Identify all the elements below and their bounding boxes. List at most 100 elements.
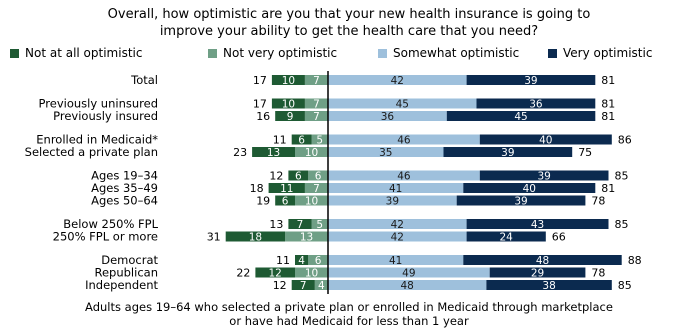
row-label: Ages 35–49: [91, 181, 158, 195]
legend-label-somewhat: Somewhat optimistic: [393, 46, 520, 60]
bar-label-not-at-all: 4: [298, 255, 305, 267]
bar-very: [479, 170, 609, 181]
row-label: Ages 19–34: [91, 169, 158, 183]
bar-label-not-very: 10: [305, 196, 318, 208]
bar-somewhat: [328, 75, 467, 85]
bar-label-very: 39: [537, 171, 550, 183]
pos-total-label: 85: [615, 170, 629, 183]
bar-label-not-very: 13: [300, 232, 313, 244]
bar-not-very: [304, 183, 328, 193]
row-label: Independent: [85, 278, 158, 292]
bar-label-somewhat: 42: [391, 75, 404, 87]
neg-total-label: 12: [273, 279, 287, 292]
bar-not-very: [295, 267, 328, 278]
bar-very: [489, 267, 586, 278]
neg-total-label: 11: [276, 254, 290, 267]
legend-item-not-very: Not very optimistic: [208, 46, 337, 60]
row-label: Republican: [95, 266, 159, 280]
bar-very: [456, 195, 586, 206]
bar-label-somewhat: 41: [389, 183, 402, 195]
bar-somewhat: [328, 111, 447, 121]
neg-total-label: 23: [233, 146, 247, 159]
row-label: Below 250% FPL: [63, 217, 158, 231]
legend-swatch-not-very: [208, 48, 217, 58]
bar-label-somewhat: 36: [381, 111, 395, 123]
row-label: 250% FPL or more: [53, 230, 158, 244]
bar-label-somewhat: 49: [402, 268, 415, 280]
pos-total-label: 85: [618, 279, 632, 292]
pos-total-label: 81: [601, 182, 615, 195]
bar-somewhat: [328, 134, 480, 145]
bar-label-not-at-all: 7: [297, 219, 304, 231]
bar-very: [463, 255, 622, 265]
bar-label-somewhat: 42: [391, 219, 404, 231]
neg-total-label: 17: [253, 98, 267, 111]
pos-total-label: 66: [552, 231, 566, 244]
bar-not-at-all: [295, 255, 309, 265]
bar-not-at-all: [291, 280, 315, 290]
pos-total-label: 85: [615, 218, 629, 231]
bar-label-not-very: 4: [318, 280, 325, 292]
neg-total-label: 11: [273, 134, 287, 147]
legend-label-very: Very optimistic: [563, 46, 653, 60]
bar-very: [479, 134, 612, 145]
bar-label-very: 40: [539, 135, 552, 147]
bar-label-not-at-all: 6: [298, 135, 305, 147]
legend-swatch-somewhat: [378, 48, 387, 58]
chart-title-line-2: improve your ability to get the health c…: [159, 24, 539, 39]
row-label: Total: [130, 73, 158, 87]
bar-label-very: 39: [501, 147, 514, 159]
bar-not-very: [285, 231, 328, 242]
neg-total-label: 19: [256, 195, 270, 208]
legend-label-not-at-all: Not at all optimistic: [25, 46, 143, 60]
row-label: Previously insured: [53, 109, 158, 123]
bar-label-very: 39: [514, 196, 527, 208]
legend-swatch-very: [548, 48, 557, 58]
bar-very: [443, 147, 573, 157]
bar-label-not-very: 5: [316, 135, 323, 147]
bar-label-very: 40: [523, 183, 536, 195]
bar-not-very: [311, 134, 328, 145]
bar-label-not-very: 7: [313, 111, 320, 123]
bar-somewhat: [328, 267, 490, 278]
bar-very: [476, 98, 596, 109]
chart-footnote: Adults ages 19–64 who selected a private…: [0, 300, 698, 328]
bar-not-very: [295, 195, 328, 206]
chart-title: Overall, how optimistic are you that you…: [0, 6, 698, 40]
bar-somewhat: [328, 147, 444, 157]
bar-label-not-at-all: 11: [280, 183, 293, 195]
bar-somewhat: [328, 170, 480, 181]
bar-label-very: 29: [531, 268, 544, 280]
bar-label-not-at-all: 9: [287, 111, 294, 123]
row-label: Selected a private plan: [25, 145, 158, 159]
bar-label-not-very: 7: [313, 75, 320, 87]
bar-label-somewhat: 39: [386, 196, 399, 208]
bar-very: [466, 75, 596, 85]
pos-total-label: 81: [601, 74, 615, 87]
bar-not-at-all: [288, 219, 312, 229]
bar-very: [466, 231, 546, 242]
row-label: Ages 50–64: [91, 194, 158, 208]
bar-not-very: [308, 170, 328, 181]
bar-very: [466, 219, 609, 229]
bar-label-somewhat: 41: [389, 255, 402, 267]
bar-not-at-all: [252, 147, 295, 157]
neg-total-label: 13: [269, 218, 283, 231]
bar-very: [486, 280, 612, 290]
bar-label-not-at-all: 10: [282, 75, 295, 87]
bar-label-not-very: 7: [313, 99, 320, 111]
bar-label-not-very: 6: [315, 255, 322, 267]
pos-total-label: 81: [601, 98, 615, 111]
bar-label-not-very: 7: [313, 183, 320, 195]
bar-label-somewhat: 46: [397, 171, 411, 183]
neg-total-label: 17: [253, 74, 267, 87]
bar-not-very: [304, 111, 328, 121]
pos-total-label: 86: [618, 134, 632, 147]
bar-not-at-all: [275, 111, 305, 121]
row-label: Democrat: [101, 253, 158, 267]
pos-total-label: 75: [578, 146, 592, 159]
pos-total-label: 81: [601, 110, 615, 123]
bar-label-very: 38: [542, 280, 555, 292]
bar-label-very: 45: [514, 111, 527, 123]
bar-label-somewhat: 46: [397, 135, 411, 147]
